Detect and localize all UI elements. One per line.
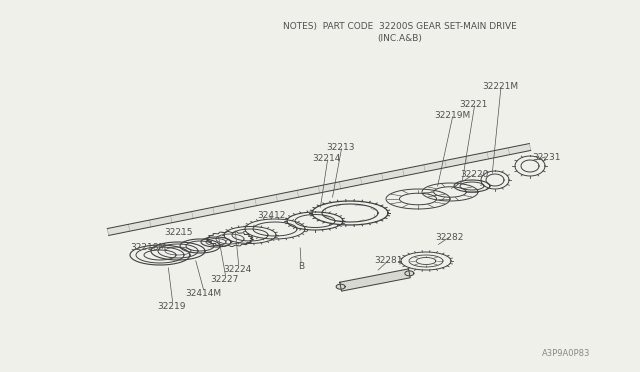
Text: A3P9A0P83: A3P9A0P83 [541, 349, 590, 358]
Text: 32281: 32281 [374, 256, 403, 265]
Text: (INC.A&B): (INC.A&B) [378, 34, 422, 43]
Text: 32221M: 32221M [482, 82, 518, 91]
Polygon shape [481, 171, 509, 189]
Text: 32218M: 32218M [130, 243, 166, 252]
Polygon shape [405, 271, 414, 276]
Text: 32219: 32219 [157, 302, 186, 311]
Polygon shape [224, 227, 276, 244]
Text: 32282: 32282 [435, 233, 463, 242]
Text: 32227: 32227 [210, 275, 238, 284]
Polygon shape [422, 183, 478, 201]
Text: 32219M: 32219M [434, 111, 470, 120]
Polygon shape [180, 239, 220, 253]
Text: 32220: 32220 [460, 170, 488, 179]
Polygon shape [201, 237, 231, 247]
Polygon shape [207, 231, 253, 247]
Polygon shape [401, 252, 451, 270]
Text: 32215: 32215 [164, 228, 193, 237]
Polygon shape [515, 156, 545, 176]
Polygon shape [312, 201, 388, 225]
Polygon shape [454, 180, 490, 192]
Text: 32231: 32231 [532, 153, 561, 162]
Text: B: B [298, 262, 304, 271]
Text: 32412: 32412 [257, 211, 285, 220]
Polygon shape [130, 245, 190, 265]
Text: NOTES)  PART CODE  32200S GEAR SET-MAIN DRIVE: NOTES) PART CODE 32200S GEAR SET-MAIN DR… [283, 22, 517, 31]
Text: 32214: 32214 [312, 154, 340, 163]
Polygon shape [340, 269, 410, 291]
Polygon shape [409, 255, 443, 267]
Polygon shape [108, 144, 531, 235]
Text: 32224: 32224 [223, 265, 252, 274]
Text: 32221: 32221 [459, 100, 488, 109]
Polygon shape [336, 284, 345, 289]
Text: 32414M: 32414M [185, 289, 221, 298]
Polygon shape [245, 219, 305, 239]
Polygon shape [386, 189, 450, 209]
Polygon shape [151, 242, 205, 260]
Polygon shape [287, 212, 343, 230]
Text: 32213: 32213 [326, 143, 355, 152]
